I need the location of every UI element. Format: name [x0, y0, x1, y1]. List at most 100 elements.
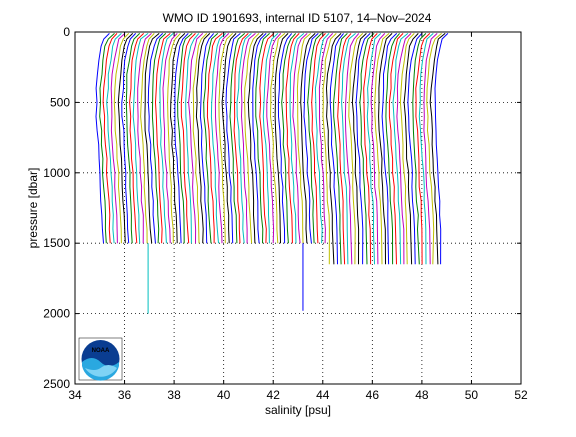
salinity-profile-line	[281, 33, 297, 244]
salinity-profile-line	[121, 33, 137, 244]
salinity-profile-line	[137, 33, 152, 244]
salinity-profile-line	[329, 33, 344, 265]
salinity-profile-line	[252, 33, 267, 244]
salinity-profile-line	[344, 33, 360, 265]
salinity-profile-line	[378, 33, 393, 265]
salinity-profile-line	[206, 33, 223, 244]
salinity-profile-line	[229, 33, 246, 244]
salinity-profile-line	[167, 33, 181, 244]
salinity-profile-line	[392, 33, 409, 265]
x-tick-label: 46	[366, 388, 380, 402]
salinity-profile-line	[169, 33, 186, 244]
salinity-profile-line	[214, 33, 230, 244]
salinity-profile-line	[203, 33, 219, 244]
salinity-profile-line	[236, 33, 252, 244]
salinity-profile-line	[289, 33, 305, 244]
salinity-profile-line	[255, 33, 270, 244]
y-tick-label: 1500	[43, 236, 70, 250]
salinity-profile-line	[415, 33, 431, 265]
salinity-profile-line	[266, 33, 282, 244]
y-tick-label: 0	[63, 25, 70, 39]
salinity-profile-line	[106, 33, 122, 244]
salinity-profile-line	[117, 33, 134, 244]
y-tick-label: 1000	[43, 166, 70, 180]
y-tick-label: 2000	[43, 307, 70, 321]
salinity-profile-line	[174, 33, 189, 244]
y-axis-label: pressure [dbar]	[26, 168, 40, 249]
x-tick-label: 38	[167, 388, 181, 402]
salinity-profile-line	[192, 33, 208, 244]
salinity-profile-line	[351, 33, 367, 265]
chart-title: WMO ID 1901693, internal ID 5107, 14–Nov…	[163, 11, 432, 25]
x-tick-label: 50	[465, 388, 479, 402]
salinity-profile-line	[388, 33, 404, 265]
salinity-profile-line	[374, 33, 390, 265]
salinity-profile-line	[318, 33, 334, 244]
salinity-profile-line	[140, 33, 155, 244]
salinity-profile-line	[370, 33, 386, 265]
x-tick-label: 52	[514, 388, 528, 402]
salinity-profile-line	[154, 33, 171, 244]
salinity-profile-line	[325, 33, 342, 265]
salinity-profile-line	[151, 33, 167, 244]
salinity-profile-line	[337, 33, 352, 265]
salinity-profile-line	[300, 33, 316, 244]
salinity-profile-line	[314, 33, 330, 244]
logo-wave-light	[85, 365, 117, 377]
salinity-profile-line	[233, 33, 249, 244]
axes-box	[74, 31, 522, 385]
salinity-profile-line	[412, 33, 427, 265]
salinity-profile-line	[110, 33, 126, 244]
salinity-profile-line	[147, 33, 164, 244]
salinity-profile-line	[95, 33, 110, 244]
salinity-profile-line	[269, 33, 286, 244]
salinity-profile-line	[225, 33, 241, 244]
salinity-profile-line	[144, 33, 160, 244]
x-tick-label: 36	[118, 388, 132, 402]
salinity-profile-line	[274, 33, 289, 244]
salinity-profile-line	[359, 33, 375, 265]
salinity-profile-line	[363, 33, 378, 265]
salinity-profile-line	[262, 33, 279, 244]
salinity-profile-line	[303, 33, 319, 244]
salinity-profile-line	[355, 33, 371, 265]
salinity-profile-line	[188, 33, 204, 244]
x-tick-label: 42	[267, 388, 281, 402]
salinity-profile-line	[277, 33, 293, 244]
salinity-profile-line	[396, 33, 412, 265]
salinity-profile-line	[218, 33, 234, 244]
logo-text: NOAA	[92, 348, 110, 354]
salinity-profile-line	[199, 33, 215, 244]
salinity-profile-line	[307, 33, 322, 244]
salinity-profile-line	[132, 33, 149, 244]
salinity-profile-line	[426, 33, 442, 265]
salinity-profile-line	[348, 33, 364, 265]
salinity-profile-line	[177, 33, 193, 244]
salinity-profile-line	[102, 33, 118, 244]
salinity-profile-line	[333, 33, 348, 265]
salinity-profile-line	[418, 33, 434, 265]
salinity-profile-line	[366, 33, 382, 265]
profiles	[95, 33, 449, 314]
salinity-profile-line	[434, 33, 449, 265]
salinity-profile-line	[385, 33, 400, 265]
salinity-profile-line	[311, 33, 326, 244]
salinity-profile-line	[322, 33, 337, 265]
salinity-profile-line	[381, 33, 398, 265]
salinity-profile-line	[285, 33, 300, 244]
salinity-profile-line	[429, 33, 446, 265]
salinity-profile-line	[159, 33, 174, 244]
noaa-logo: NOAA	[78, 337, 123, 381]
salinity-profile-line	[423, 33, 438, 265]
salinity-profile-line	[399, 33, 415, 265]
salinity-profile-line	[210, 33, 227, 244]
ticks: 34 36 38 40 42 44 46 48 50 52 0 500 1000 1500 2000 2500	[43, 25, 528, 402]
salinity-profile-line	[292, 33, 308, 244]
salinity-profile-line	[221, 33, 237, 244]
salinity-profile-line	[240, 33, 256, 244]
salinity-profile-line	[407, 33, 423, 265]
x-tick-label: 40	[217, 388, 231, 402]
salinity-profile-line	[244, 33, 260, 244]
